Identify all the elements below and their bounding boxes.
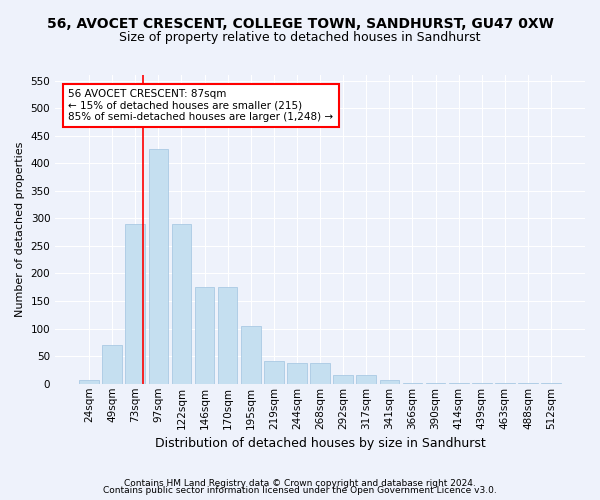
- Y-axis label: Number of detached properties: Number of detached properties: [15, 142, 25, 317]
- Bar: [380, 380, 399, 384]
- Bar: [495, 382, 515, 384]
- Text: 56 AVOCET CRESCENT: 87sqm
← 15% of detached houses are smaller (215)
85% of semi: 56 AVOCET CRESCENT: 87sqm ← 15% of detac…: [68, 89, 334, 122]
- Bar: [172, 224, 191, 384]
- Bar: [241, 326, 260, 384]
- Bar: [125, 224, 145, 384]
- Bar: [472, 382, 491, 384]
- Bar: [356, 376, 376, 384]
- Bar: [79, 380, 99, 384]
- Text: Size of property relative to detached houses in Sandhurst: Size of property relative to detached ho…: [119, 31, 481, 44]
- Bar: [287, 363, 307, 384]
- Text: Contains public sector information licensed under the Open Government Licence v3: Contains public sector information licen…: [103, 486, 497, 495]
- Bar: [334, 376, 353, 384]
- Bar: [449, 382, 469, 384]
- Bar: [310, 363, 330, 384]
- X-axis label: Distribution of detached houses by size in Sandhurst: Distribution of detached houses by size …: [155, 437, 485, 450]
- Bar: [518, 382, 538, 384]
- Bar: [541, 382, 561, 384]
- Bar: [218, 288, 238, 384]
- Bar: [264, 360, 284, 384]
- Bar: [403, 382, 422, 384]
- Text: Contains HM Land Registry data © Crown copyright and database right 2024.: Contains HM Land Registry data © Crown c…: [124, 478, 476, 488]
- Bar: [103, 345, 122, 384]
- Bar: [149, 150, 168, 384]
- Bar: [426, 382, 445, 384]
- Text: 56, AVOCET CRESCENT, COLLEGE TOWN, SANDHURST, GU47 0XW: 56, AVOCET CRESCENT, COLLEGE TOWN, SANDH…: [47, 18, 553, 32]
- Bar: [195, 288, 214, 384]
